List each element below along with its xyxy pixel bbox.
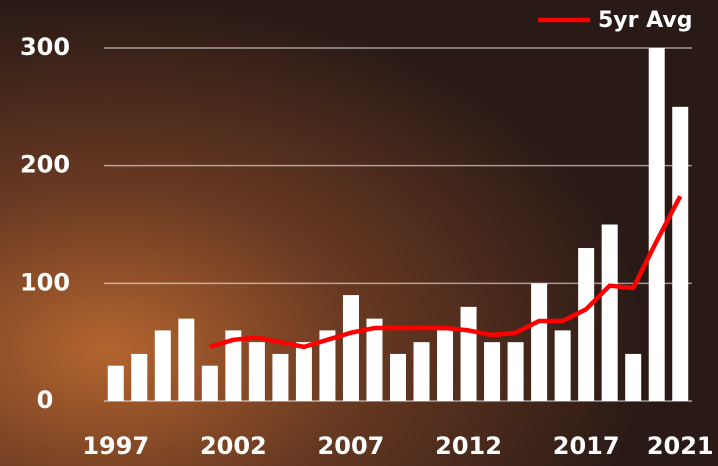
bar: [578, 248, 594, 401]
bar: [296, 342, 312, 401]
bar: [531, 283, 547, 401]
y-tick-label: 100: [20, 268, 70, 296]
bar: [437, 330, 453, 401]
y-tick-label: 300: [20, 33, 70, 61]
y-tick-label: 0: [37, 386, 54, 414]
bar: [649, 48, 665, 401]
x-tick-label: 2012: [435, 432, 502, 460]
bar: [602, 225, 618, 402]
bar: [343, 295, 359, 401]
page: 0 100 200 300 1997 2002 2007 2012 2017 2021 5yr Av…: [0, 0, 718, 466]
x-tick-label: 2007: [318, 432, 385, 460]
bar: [508, 342, 524, 401]
x-tick-label: 2021: [647, 432, 714, 460]
legend-label: 5yr Avg: [598, 8, 693, 33]
bar: [202, 366, 218, 401]
chart: 0 100 200 300 1997 2002 2007 2012 2017 2021 5yr Av…: [0, 0, 718, 466]
bar: [249, 342, 265, 401]
bar: [390, 354, 406, 401]
bar: [461, 307, 477, 401]
bar: [555, 330, 571, 401]
x-tick-label: 2017: [553, 432, 620, 460]
bar: [155, 330, 171, 401]
y-tick-label: 200: [20, 151, 70, 179]
bar: [272, 354, 288, 401]
bar: [108, 366, 124, 401]
bar: [178, 319, 194, 401]
bar: [672, 107, 688, 401]
bar: [131, 354, 147, 401]
bar: [625, 354, 641, 401]
bar: [414, 342, 430, 401]
x-tick-label: 1997: [82, 432, 149, 460]
x-tick-label: 2002: [200, 432, 267, 460]
bar: [484, 342, 500, 401]
